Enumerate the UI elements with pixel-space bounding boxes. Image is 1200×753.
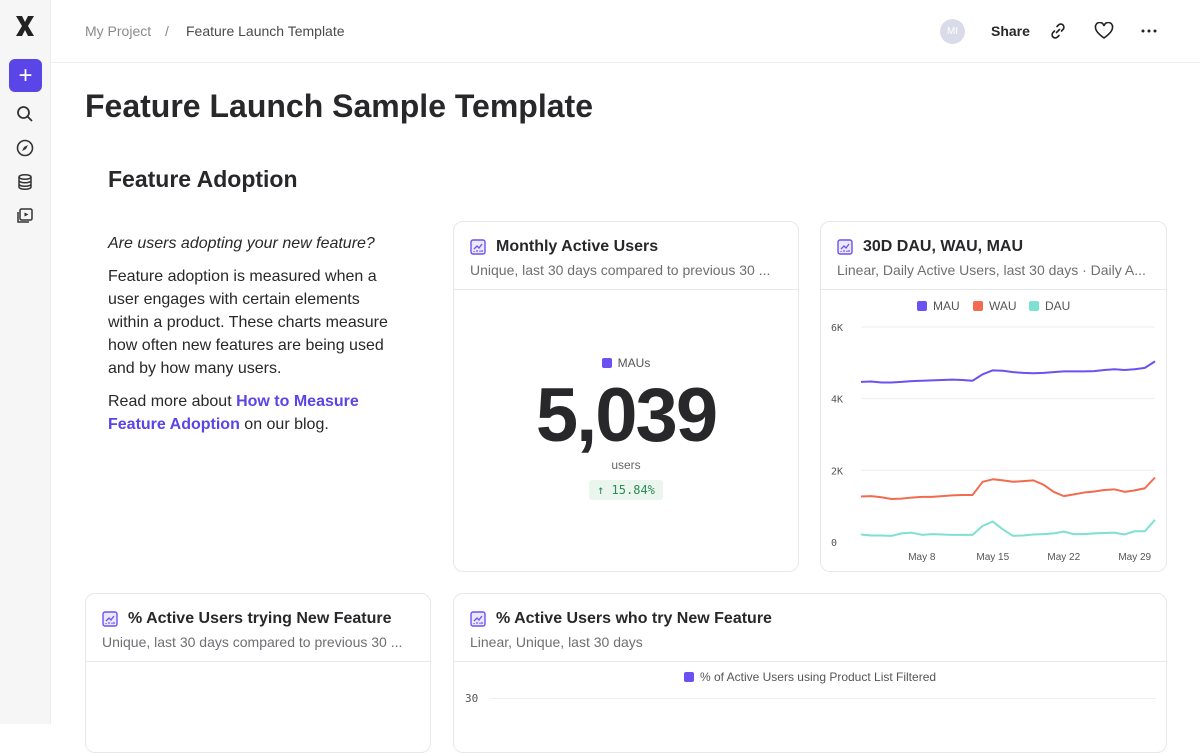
breadcrumb-current: Feature Launch Template [186,23,345,39]
card-title: 30D DAU, WAU, MAU [863,238,1024,255]
section-description: Are users adopting your new feature? Fea… [108,232,398,446]
card-title: % Active Users who try New Feature [496,610,772,627]
card-title: Monthly Active Users [496,238,659,255]
x-tick-label: May 15 [976,552,1009,563]
series-line-dau [860,519,1156,537]
card-title: % Active Users trying New Feature [128,610,392,627]
breadcrumb-project[interactable]: My Project [85,23,152,39]
read-more-prefix: Read more about [108,393,237,410]
y-tick-label: 2K [831,466,843,477]
chart-icon [102,611,118,627]
create-button[interactable]: + [9,59,42,92]
description-question: Are users adopting your new feature? [108,235,375,252]
card-subtitle: Linear, Daily Active Users, last 30 days… [837,262,1146,278]
logo-icon[interactable] [12,13,38,39]
legend-swatch-wau [973,301,983,311]
card-active-users-trying[interactable]: % Active Users trying New Feature Unique… [85,593,431,753]
metric-unit: users [611,458,641,472]
chart-icon [837,239,853,255]
y-tick-label: 4K [831,395,843,406]
gridline [490,698,1156,699]
trend-chart: 0 2K 4K 6K May 8 May 15 May 22 May 29 MAU WAU DAU [831,299,1156,563]
chart-icon [470,239,486,255]
x-tick-label: May 22 [1047,552,1080,563]
y-tick-label: 6K [831,323,843,334]
avatar[interactable]: MI [940,19,965,44]
series-line-wau [860,476,1156,500]
sidebar: + [0,0,51,724]
legend-swatch-mau [917,301,927,311]
legend-item: % of Active Users using Product List Fil… [683,670,936,684]
card-subtitle: Unique, last 30 days compared to previou… [470,262,771,278]
trend-card[interactable]: 30D DAU, WAU, MAU Linear, Daily Active U… [820,221,1167,572]
change-badge: ↑ 15.84% [589,480,663,500]
chart-icon [470,611,486,627]
breadcrumb-separator: / [165,23,169,39]
series-line-mau [860,360,1156,384]
database-icon[interactable] [12,169,38,195]
read-more-suffix: on our blog. [239,416,329,433]
plus-icon: + [18,61,33,89]
x-tick-label: May 29 [1118,552,1151,563]
section-title: Feature Adoption [108,166,298,192]
y-tick-label: 0 [831,538,837,549]
compass-icon[interactable] [12,135,38,161]
share-button[interactable]: Share [991,23,1030,39]
top-bar: My Project / Feature Launch Template MI … [51,0,1200,63]
heart-icon[interactable] [1093,20,1115,42]
page-title: Feature Launch Sample Template [85,88,593,124]
legend-swatch-dau [1029,301,1039,311]
more-options-icon[interactable] [1138,20,1160,42]
legend-mau: MAUs [601,356,650,370]
description-body: Feature adoption is measured when a user… [108,268,388,377]
legend-label-wau: WAU [989,299,1017,313]
x-tick-label: May 8 [908,552,936,563]
mau-card[interactable]: Monthly Active Users Unique, last 30 day… [453,221,799,572]
card-subtitle: Linear, Unique, last 30 days [470,634,643,650]
session-replay-icon[interactable] [12,203,38,229]
blog-link[interactable]: How to Measure Feature Adoption [108,393,359,433]
y-tick: 30 [465,692,479,705]
link-icon[interactable] [1047,20,1069,42]
card-active-users-who-try[interactable]: % Active Users who try New Feature Linea… [453,593,1167,753]
legend-label-dau: DAU [1045,299,1070,313]
card-subtitle: Unique, last 30 days compared to previou… [102,634,403,650]
legend-label-mau: MAU [933,299,960,313]
search-icon[interactable] [12,101,38,127]
metric-value: 5,039 [535,373,718,458]
